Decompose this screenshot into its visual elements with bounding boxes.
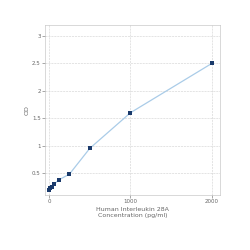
X-axis label: Human Interleukin 28A
Concentration (pg/ml): Human Interleukin 28A Concentration (pg/… bbox=[96, 207, 169, 218]
Point bbox=[128, 111, 132, 115]
Point bbox=[68, 172, 71, 176]
Point bbox=[52, 182, 56, 186]
Point bbox=[210, 62, 214, 66]
Point bbox=[50, 185, 54, 189]
Point bbox=[88, 146, 92, 150]
Point bbox=[48, 186, 52, 190]
Point bbox=[47, 188, 51, 192]
Point bbox=[57, 178, 61, 182]
Y-axis label: OD: OD bbox=[24, 105, 29, 115]
